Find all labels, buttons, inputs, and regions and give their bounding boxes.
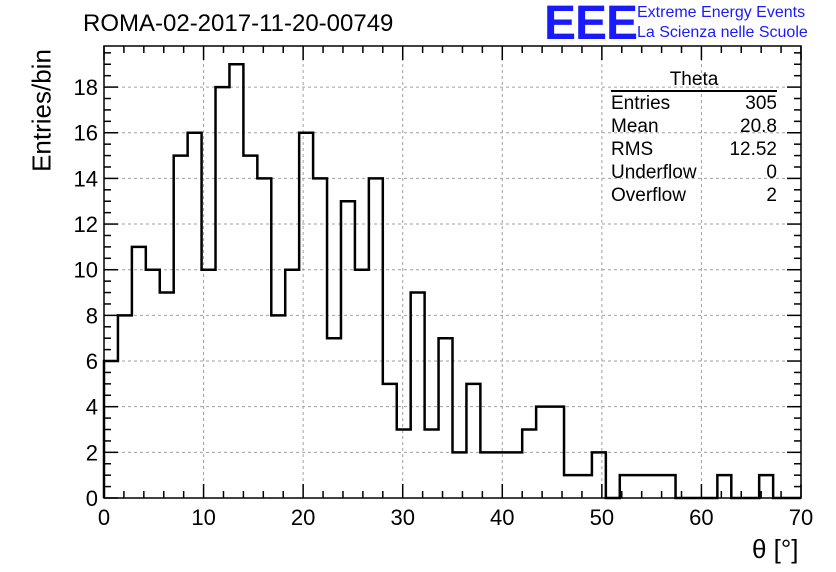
histogram-bin [313,178,327,498]
stats-label: RMS [611,139,654,160]
y-tick-label: 10 [74,258,98,283]
histogram-bin [327,338,341,498]
stats-label: Underflow [611,162,697,183]
y-tick-label: 8 [86,303,98,328]
histogram-bin [634,475,648,498]
y-tick-label: 2 [86,440,98,465]
histogram-bin [229,64,243,498]
y-tick-label: 4 [86,395,98,420]
x-tick-label: 20 [291,505,315,530]
histogram-bin [118,315,132,498]
histogram-bin [564,475,578,498]
histogram-bin [453,452,467,498]
stats-value: 0 [766,162,777,183]
x-axis-label: θ [°] [752,534,799,564]
x-tick-label: 10 [191,505,215,530]
y-tick-label: 16 [74,121,98,146]
histogram-bin [578,475,592,498]
stats-label: Mean [611,116,659,137]
histogram-bin [522,430,536,498]
histogram-bin [160,293,174,498]
stats-value: 20.8 [740,116,777,137]
histogram-bin [439,338,453,498]
histogram-bars [102,63,801,500]
stats-row-underflow: Underflow 0 [611,161,777,184]
x-tick-label: 50 [590,505,614,530]
histogram-bin [592,452,606,498]
stats-label: Entries [611,93,671,114]
histogram-bin [299,133,313,498]
histogram-bin [257,178,271,498]
histogram-bin [188,133,202,498]
logo-caption-line2: La Scienza nelle Scuole [637,24,808,41]
axes-frame [103,45,802,499]
logo-caption-line1: Extreme Energy Events [637,4,806,21]
x-tick-label: 70 [789,505,813,530]
y-axis-label: Entries/bin [26,49,57,172]
histogram-bin [243,156,257,498]
histogram-bin [411,293,425,498]
stats-row-rms: RMS 12.52 [611,138,777,161]
histogram-bin [369,178,383,498]
x-tick-label: 0 [98,505,110,530]
histogram-bin [271,315,285,498]
histogram-bin [494,452,508,498]
histogram-bin [216,87,230,498]
histogram-bin [397,430,411,498]
histogram-bin [662,475,676,498]
histogram-bin [717,475,731,498]
eee-logo: EEE [544,0,638,50]
y-tick-label: 6 [86,349,98,374]
histogram-bin [285,270,299,498]
y-tick-label: 0 [86,486,98,511]
histogram-bin [648,475,662,498]
stats-row-entries: Entries 305 [611,92,777,115]
stats-value: 2 [766,185,777,206]
histogram-bin [383,384,397,498]
histogram-bin [466,384,480,498]
plot-title: ROMA-02-2017-11-20-00749 [83,10,394,37]
histogram-bin [508,452,522,498]
x-tick-label: 30 [390,505,414,530]
stats-row-overflow: Overflow 2 [611,184,777,207]
histogram-bin [174,156,188,498]
stats-row-mean: Mean 20.8 [611,115,777,138]
x-tick-label: 60 [689,505,713,530]
stats-value: 12.52 [729,139,777,160]
histogram-bin [355,270,369,498]
x-tick-label: 40 [490,505,514,530]
histogram-bin [132,247,146,498]
histogram-bin [536,407,550,498]
histogram-bin [550,407,564,498]
histogram-bin [202,270,216,498]
axis-ticks [103,46,802,499]
stats-label: Overflow [611,185,686,206]
histogram-outline [102,63,801,500]
histogram-bin [425,430,439,498]
logo-caption: Extreme Energy Events La Scienza nelle S… [637,3,808,43]
y-tick-label: 18 [74,75,98,100]
plot-frame [103,45,802,499]
stats-title: Theta [611,70,777,92]
y-tick-label: 14 [74,166,98,191]
histogram-bin [341,201,355,498]
stats-box: Theta Entries 305 Mean 20.8 RMS 12.52 Un… [611,70,777,207]
y-tick-label: 12 [74,212,98,237]
histogram-bin [146,270,160,498]
stats-value: 305 [745,93,777,114]
